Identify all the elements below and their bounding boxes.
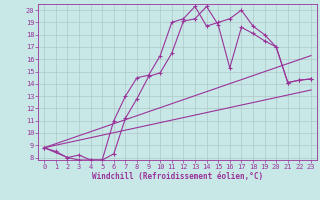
X-axis label: Windchill (Refroidissement éolien,°C): Windchill (Refroidissement éolien,°C) <box>92 172 263 181</box>
